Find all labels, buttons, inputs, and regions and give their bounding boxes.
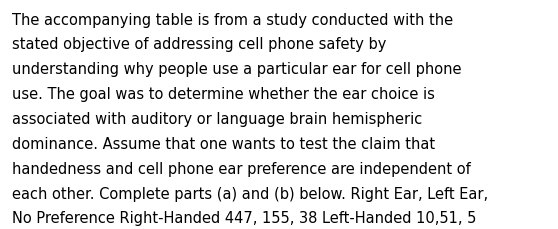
Text: use. The goal was to determine whether the ear choice is: use. The goal was to determine whether t… xyxy=(12,87,435,102)
Text: No Preference Right-Handed 447, 155, 38 Left-Handed 10,51, 5: No Preference Right-Handed 447, 155, 38 … xyxy=(12,210,477,225)
Text: The accompanying table is from a study conducted with the: The accompanying table is from a study c… xyxy=(12,13,454,27)
Text: dominance. Assume that one wants to test the claim that: dominance. Assume that one wants to test… xyxy=(12,136,435,151)
Text: understanding why people use a particular ear for cell phone: understanding why people use a particula… xyxy=(12,62,462,77)
Text: stated objective of addressing cell phone safety by: stated objective of addressing cell phon… xyxy=(12,37,387,52)
Text: each other. Complete parts (a) and (b) below. Right Ear, Left Ear,: each other. Complete parts (a) and (b) b… xyxy=(12,186,488,201)
Text: associated with auditory or language brain hemispheric: associated with auditory or language bra… xyxy=(12,112,422,126)
Text: handedness and cell phone ear preference are independent of: handedness and cell phone ear preference… xyxy=(12,161,471,176)
